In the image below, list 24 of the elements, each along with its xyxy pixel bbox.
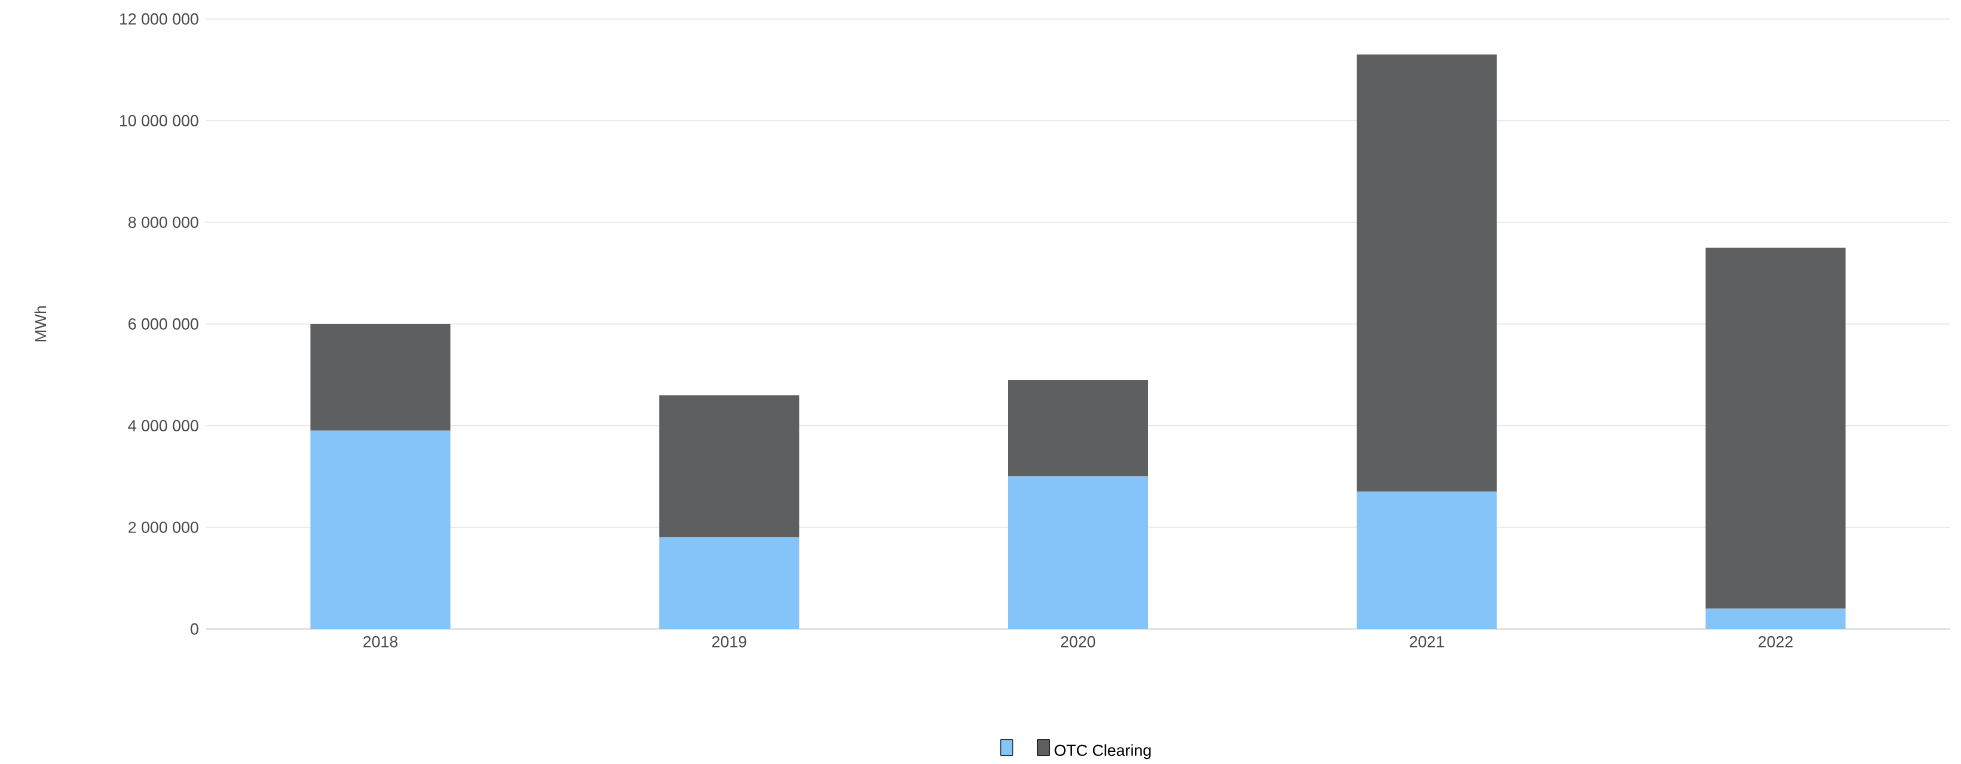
legend-label: OTC Clearing <box>1054 744 1151 760</box>
bar <box>310 323 451 431</box>
x-tick-label: 2022 <box>1758 636 1793 648</box>
y-tick-label: 2 000 000 <box>128 521 199 533</box>
bar <box>310 430 451 629</box>
x-tick-label: 2021 <box>1409 636 1444 648</box>
bar <box>1008 476 1148 629</box>
y-tick-label: 10 000 000 <box>120 115 199 127</box>
y-tick-label: 8 000 000 <box>128 216 199 228</box>
bar <box>659 395 800 538</box>
bar <box>1008 379 1148 477</box>
x-tick-label: 2020 <box>1061 636 1096 648</box>
y-tick-label: 12 000 000 <box>120 13 199 25</box>
bar <box>1705 247 1846 609</box>
y-tick-label: 6 000 000 <box>128 318 199 330</box>
bar <box>1356 54 1497 492</box>
y-tick-label: 4 000 000 <box>128 419 199 432</box>
bar <box>659 537 800 629</box>
x-tick-label: 2019 <box>712 636 747 648</box>
x-tick-label: 2018 <box>363 636 398 648</box>
bar <box>1705 608 1846 629</box>
y-axis-title: MWh <box>34 306 47 342</box>
bar <box>1356 491 1497 629</box>
y-tick-label: 0 <box>190 623 199 635</box>
